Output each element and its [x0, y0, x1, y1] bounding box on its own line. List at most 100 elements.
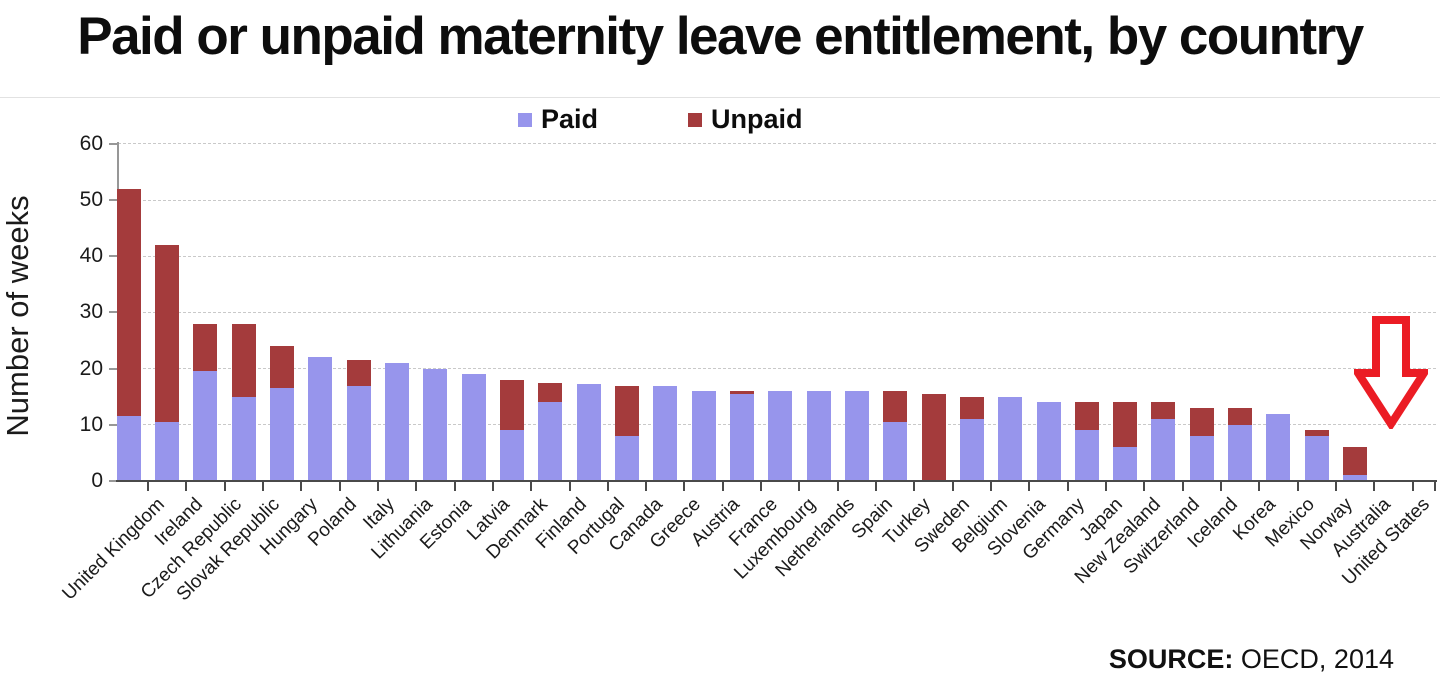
x-tick-Latvia	[491, 482, 494, 491]
y-axis-title: Number of weeks	[0, 195, 35, 437]
y-tick-label-40: 40	[79, 244, 103, 268]
down-arrow-icon	[1350, 316, 1432, 432]
gridline-40	[118, 255, 1436, 257]
bar-paid-Slovenia	[998, 396, 1023, 481]
x-tick-France	[760, 482, 763, 491]
x-tick-Iceland	[1219, 482, 1222, 491]
bar-paid-Austria	[691, 391, 716, 481]
source-note: SOURCE: OECD, 2014	[1109, 644, 1394, 675]
y-tick-label-50: 50	[79, 188, 103, 212]
bar-unpaid-Czech Republic	[193, 323, 218, 372]
legend-item-unpaid: Unpaid	[688, 104, 803, 135]
bar-unpaid-Denmark	[500, 379, 525, 431]
x-tick-Denmark	[530, 482, 533, 491]
unpaid-swatch-icon	[688, 112, 702, 127]
bar-paid-Turkey	[883, 422, 908, 481]
bar-paid-Portugal	[576, 383, 601, 481]
x-tick-Spain	[875, 482, 878, 491]
bar-paid-Canada	[615, 436, 639, 481]
source-label: SOURCE:	[1108, 644, 1234, 674]
x-tick-Mexico	[1296, 482, 1299, 491]
header-divider	[0, 97, 1440, 98]
bar-paid-Estonia	[423, 368, 448, 481]
x-tick-Italy	[376, 482, 379, 491]
x-tick-Slovak Republic	[261, 482, 264, 491]
bar-unpaid-Norway	[1304, 430, 1329, 437]
x-tick-Switzerland	[1181, 482, 1184, 491]
bar-paid-Japan	[1074, 430, 1099, 481]
bar-unpaid-Belgium	[959, 396, 984, 420]
bar-paid-Hungary	[270, 388, 295, 481]
bar-unpaid-Slovak Republic	[231, 323, 256, 397]
bar-unpaid-Japan	[1074, 402, 1099, 431]
y-tick-60	[109, 142, 118, 145]
x-tick-Slovenia	[1028, 482, 1031, 491]
x-tick-United Kingdom	[147, 482, 149, 491]
bar-paid-Belgium	[959, 419, 984, 481]
y-tick-label-20: 20	[79, 356, 103, 380]
x-tick-Czech Republic	[223, 482, 226, 491]
y-tick-label-10: 10	[79, 412, 103, 436]
bar-paid-Denmark	[500, 430, 525, 481]
x-tick-Australia	[1373, 482, 1376, 491]
bar-paid-Mexico	[1266, 413, 1291, 481]
bar-unpaid-New Zealand	[1113, 402, 1138, 448]
legend-item-paid: Paid	[518, 104, 598, 135]
legend-paid-label: Paid	[541, 104, 599, 134]
bar-unpaid-Sweden	[921, 393, 946, 481]
bar-paid-United Kingdom	[116, 416, 141, 481]
highlight-arrow	[1350, 315, 1432, 434]
bar-paid-Netherlands	[806, 391, 831, 481]
bar-unpaid-Iceland	[1189, 407, 1214, 437]
y-tick-10	[109, 423, 118, 426]
x-tick-Lithuania	[415, 482, 418, 491]
gridline-50	[118, 199, 1436, 201]
bar-unpaid-Hungary	[270, 346, 295, 389]
bar-unpaid-Italy	[346, 360, 371, 386]
x-tick-United States	[1411, 482, 1414, 491]
bar-paid-Spain	[844, 391, 869, 481]
gridline-30	[118, 311, 1436, 313]
chart-title: Paid or unpaid maternity leave entitleme…	[77, 7, 1364, 66]
y-tick-label-30: 30	[79, 300, 103, 324]
bar-unpaid-Turkey	[883, 391, 908, 423]
x-tick-Netherlands	[836, 482, 839, 491]
y-tick-0	[109, 480, 118, 482]
x-tick-Sweden	[951, 482, 954, 491]
paid-swatch-icon	[518, 112, 532, 127]
bar-paid-Switzerland	[1151, 419, 1176, 481]
x-tick-end	[1434, 482, 1436, 491]
x-tick-Norway	[1334, 482, 1337, 491]
x-tick-Hungary	[300, 482, 303, 491]
bar-unpaid-Ireland	[155, 245, 180, 423]
bar-paid-Poland	[308, 357, 333, 481]
bar-paid-Luxembourg	[768, 391, 793, 481]
x-tick-Canada	[645, 482, 648, 491]
x-tick-New Zealand	[1143, 482, 1146, 491]
bar-paid-New Zealand	[1113, 447, 1138, 481]
bar-paid-Czech Republic	[193, 371, 218, 481]
x-axis-line	[116, 480, 1437, 482]
x-tick-Portugal	[606, 482, 609, 491]
x-tick-Poland	[338, 482, 341, 491]
x-tick-Ireland	[185, 482, 188, 491]
x-tick-Austria	[721, 482, 724, 491]
gridline-60	[118, 143, 1436, 145]
bar-paid-Lithuania	[385, 363, 410, 481]
bar-paid-Greece	[653, 385, 678, 481]
x-tick-Korea	[1258, 482, 1261, 491]
legend-unpaid-label: Unpaid	[711, 104, 803, 134]
y-tick-20	[109, 367, 118, 370]
y-tick-label-60: 60	[79, 131, 103, 155]
source-value: OECD, 2014	[1240, 644, 1394, 674]
x-tick-Finland	[568, 482, 571, 491]
bar-paid-Ireland	[155, 422, 180, 481]
gridline-20	[118, 368, 1436, 370]
bar-paid-France	[729, 393, 754, 481]
y-tick-50	[109, 199, 118, 202]
y-tick-30	[109, 311, 118, 314]
bar-unpaid-Australia	[1343, 447, 1368, 476]
bar-unpaid-Finland	[538, 382, 563, 403]
